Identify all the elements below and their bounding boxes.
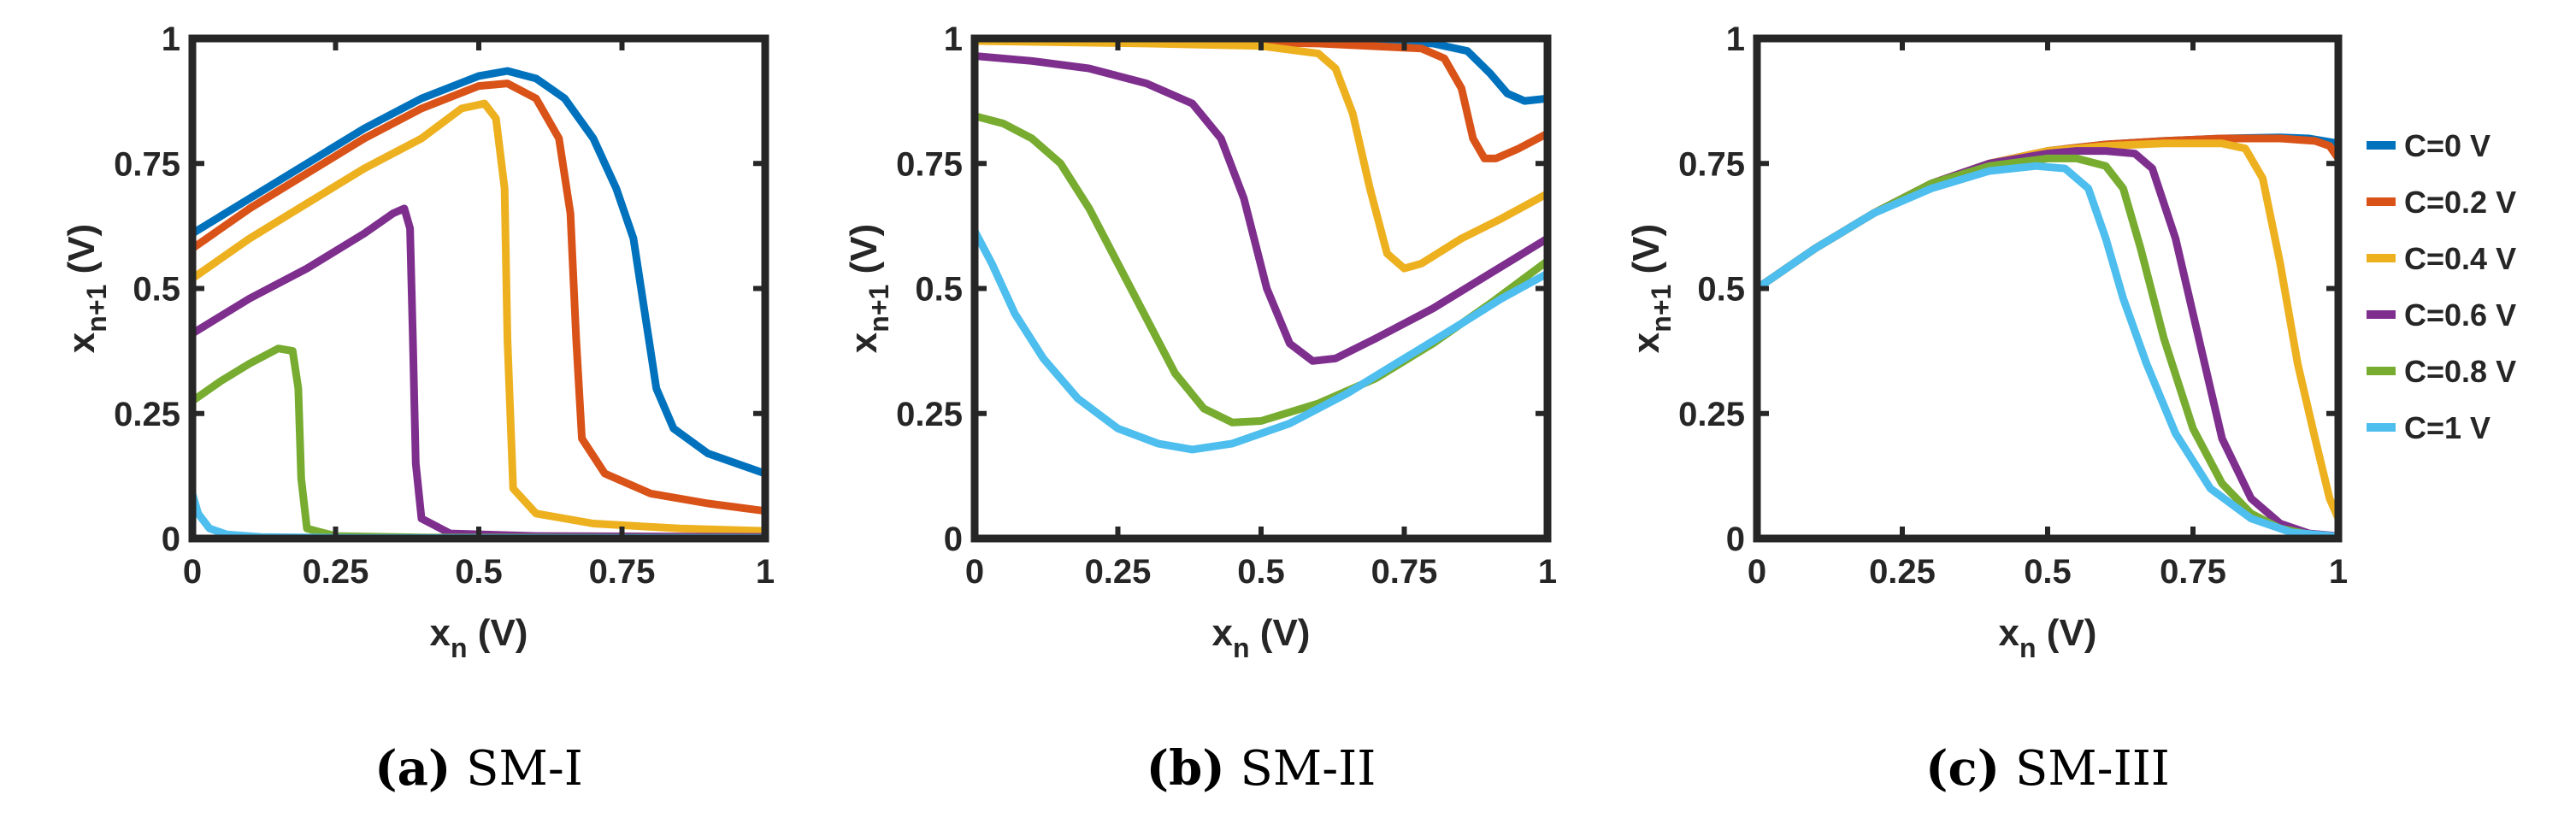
y-axis-label: xn+1 (V) [843, 224, 894, 353]
panel-b: 0 0.25 0.5 0.75 1 0 0.25 0.5 0.75 1 xn (V) xn+1 (V)… [843, 21, 1557, 797]
y-tick-label: 0.75 [896, 145, 963, 183]
x-tick-label: 0 [183, 553, 202, 591]
legend-label: C=0.4 V [2404, 241, 2516, 276]
x-tick-label: 0.5 [455, 553, 503, 591]
series-group [192, 67, 765, 539]
x-tick-label: 0.5 [2024, 553, 2072, 591]
legend-item: C=1 V [2367, 410, 2491, 445]
y-tick-label: 0.25 [1678, 396, 1745, 433]
axes-frame [1753, 34, 2343, 543]
series-line-c-0-2-v [975, 37, 1547, 162]
legend-item: C=0.8 V [2367, 354, 2516, 389]
x-tick-label: 0.25 [303, 553, 369, 591]
series-line-c-0-4-v [975, 37, 1547, 273]
y-axis-label: xn+1 (V) [61, 224, 112, 353]
series-group [1757, 133, 2338, 539]
x-tick-label: 0.5 [1237, 553, 1285, 591]
y-tick-label: 1 [1726, 21, 1745, 58]
series-line-c-0-6-v [975, 52, 1547, 365]
panel-a: 0 0.25 0.5 0.75 1 0 0.25 0.5 0.75 1 xn (V) xn+1 (V)… [61, 21, 775, 797]
y-tick-label: 0.5 [133, 271, 180, 309]
series-line-c-0-6-v [192, 204, 765, 539]
y-tick-label: 0.25 [114, 396, 180, 433]
y-tick-label: 1 [162, 21, 180, 58]
y-axis-label: xn+1 (V) [1625, 224, 1677, 353]
series-line-c-0-8-v [1757, 154, 2338, 539]
legend-item: C=0.6 V [2367, 297, 2516, 333]
series-line-c-0-4-v [1757, 139, 2338, 523]
y-tick-label: 0.5 [1697, 271, 1745, 309]
x-tick-label: 0.25 [1869, 553, 1936, 591]
x-tick-label: 0 [1748, 553, 1766, 591]
legend-item: C=0 V [2367, 128, 2491, 163]
legend-label: C=1 V [2404, 410, 2491, 445]
x-tick-label: 0 [965, 553, 984, 591]
y-tick-label: 1 [944, 21, 963, 58]
y-tick-label: 0 [162, 521, 180, 558]
legend-item: C=0.4 V [2367, 241, 2516, 276]
panel-c: 0 0.25 0.5 0.75 1 0 0.25 0.5 0.75 1 xn (V) xn+1 (V)… [1625, 21, 2348, 797]
series-line-c-0-6-v [1757, 147, 2338, 539]
x-tick-label: 1 [2329, 553, 2348, 591]
legend-label: C=0.2 V [2404, 185, 2516, 220]
y-tick-label: 0 [1726, 521, 1745, 558]
x-tick-label: 0.75 [589, 553, 656, 591]
y-tick-label: 0.75 [114, 145, 180, 183]
x-tick-label: 0.75 [1371, 553, 1438, 591]
y-tick-label: 0.75 [1678, 145, 1745, 183]
y-tick-label: 0.5 [915, 271, 963, 309]
axes-frame [188, 34, 769, 543]
panel-caption: (a) SM-I [374, 740, 583, 797]
x-axis-label: xn (V) [430, 612, 528, 663]
x-tick-label: 1 [756, 553, 775, 591]
series-line-c-0-2-v [192, 79, 765, 515]
x-tick-label: 0.75 [2160, 553, 2226, 591]
legend-label: C=0.6 V [2404, 297, 2516, 333]
series-line-c-0-8-v [192, 344, 765, 539]
series-line-c-1-v [975, 227, 1547, 454]
legend: C=0 V C=0.2 V C=0.4 V C=0.6 V C=0.8 V C=1 V [2367, 128, 2516, 445]
x-tick-label: 1 [1538, 553, 1557, 591]
series-line-c-0-4-v [192, 99, 765, 535]
y-tick-label: 0 [944, 521, 963, 558]
series-group [975, 37, 1547, 454]
legend-item: C=0.2 V [2367, 185, 2516, 220]
x-axis-label: xn (V) [1212, 612, 1311, 663]
legend-label: C=0.8 V [2404, 354, 2516, 389]
legend-label: C=0 V [2404, 128, 2491, 163]
series-line-c-1-v [1757, 162, 2338, 539]
series-line-c-0-v [192, 67, 765, 478]
x-axis-label: xn (V) [1999, 612, 2097, 663]
panel-caption: (b) SM-II [1147, 740, 1376, 797]
panel-caption: (c) SM-III [1925, 740, 2170, 797]
y-tick-label: 0.25 [896, 396, 963, 433]
x-tick-label: 0.25 [1085, 553, 1152, 591]
